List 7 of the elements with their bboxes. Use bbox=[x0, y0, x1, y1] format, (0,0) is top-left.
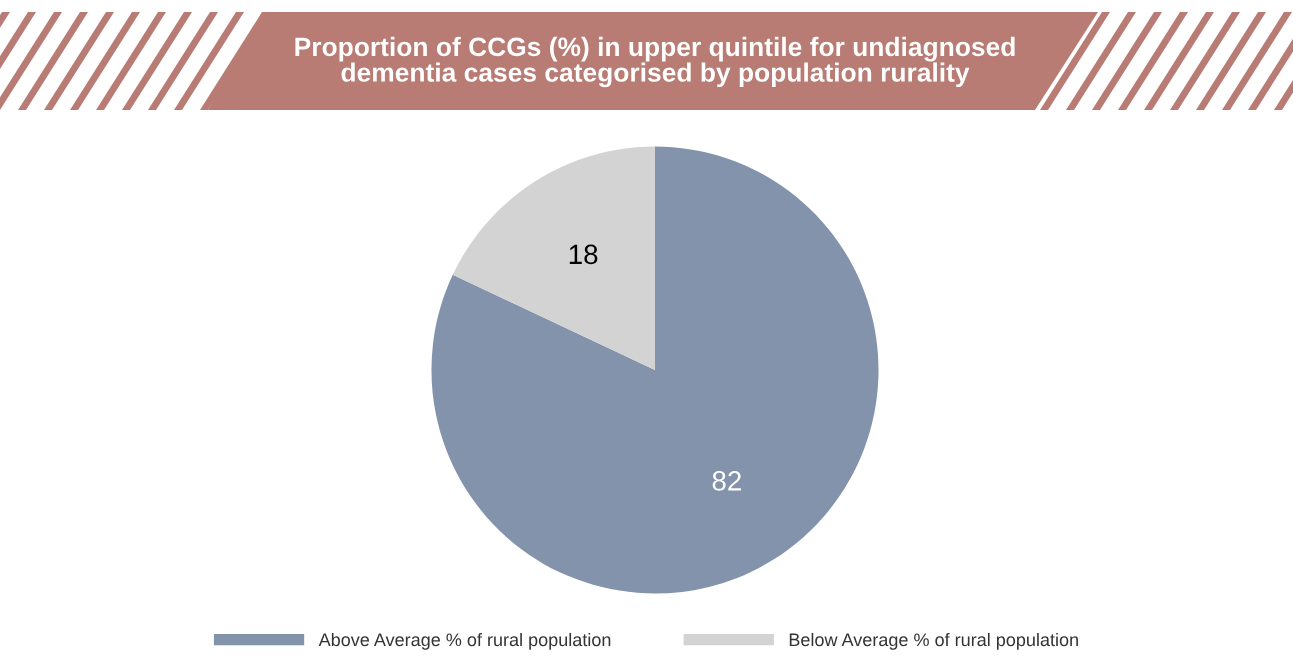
chart-title: Proportion of CCGs (%) in upper quintile for undiagnosed dementia cases categorised by population rurality bbox=[295, 36, 1015, 88]
pie-slice bbox=[431, 146, 879, 594]
legend-label: Above Average % of rural population bbox=[318, 632, 611, 650]
legend-label: Below Average % of rural population bbox=[789, 632, 1078, 650]
pie-slice bbox=[452, 146, 655, 370]
data-label: 82 bbox=[712, 471, 741, 491]
data-label: 18 bbox=[569, 244, 598, 265]
